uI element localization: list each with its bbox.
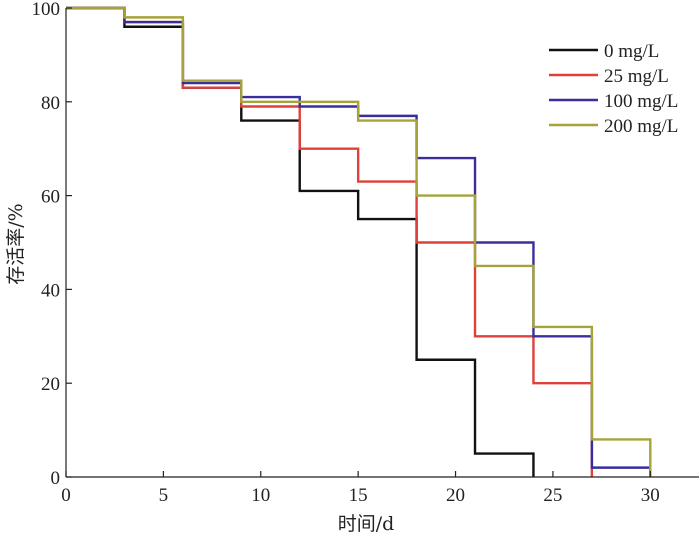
y-axis-title: 存活率/% bbox=[5, 203, 27, 284]
x-ticks: 0 5 10 15 20 25 30 bbox=[61, 471, 660, 506]
y-tick-label: 20 bbox=[41, 374, 60, 395]
y-tick-label: 100 bbox=[32, 0, 61, 20]
series-line-3 bbox=[66, 6, 652, 477]
series-layer bbox=[66, 6, 652, 477]
x-axis-title: 时间/d bbox=[338, 513, 395, 535]
legend: 0 mg/L 25 mg/L 100 mg/L 200 mg/L bbox=[549, 41, 678, 137]
y-tick-label: 40 bbox=[41, 280, 60, 301]
series-line-0 bbox=[66, 6, 535, 477]
legend-label: 100 mg/L bbox=[604, 91, 678, 112]
y-tick-label: 0 bbox=[51, 468, 61, 489]
x-tick-label: 0 bbox=[61, 485, 71, 506]
x-tick-label: 25 bbox=[543, 485, 562, 506]
x-tick-label: 5 bbox=[159, 485, 169, 506]
x-tick-label: 20 bbox=[446, 485, 465, 506]
legend-label: 200 mg/L bbox=[604, 116, 678, 137]
series-line-2 bbox=[66, 6, 652, 477]
legend-label: 0 mg/L bbox=[604, 41, 659, 62]
axes bbox=[65, 8, 699, 478]
x-tick-label: 10 bbox=[251, 485, 270, 506]
y-tick-label: 60 bbox=[41, 187, 60, 208]
x-tick-label: 15 bbox=[349, 485, 368, 506]
x-tick-label: 30 bbox=[641, 485, 660, 506]
y-ticks: 0 20 40 60 80 100 bbox=[32, 0, 72, 489]
legend-label: 25 mg/L bbox=[604, 66, 669, 87]
y-tick-label: 80 bbox=[41, 93, 60, 114]
